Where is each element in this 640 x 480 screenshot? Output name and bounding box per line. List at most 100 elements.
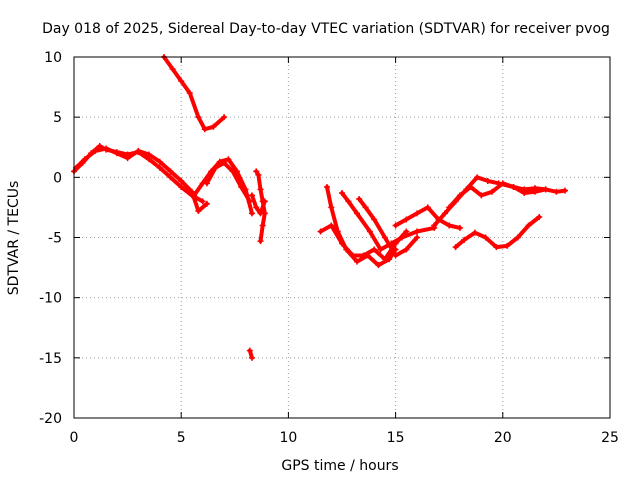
data-point (328, 222, 335, 229)
x-tick-label: 0 (70, 430, 79, 446)
data-point (248, 210, 255, 217)
series-arc-16 (452, 214, 543, 251)
data-point (531, 188, 538, 195)
data-point (92, 147, 99, 154)
data-point (199, 198, 206, 205)
data-point (392, 252, 399, 259)
data-point (525, 222, 532, 229)
data-point (489, 188, 496, 195)
data-point (246, 347, 253, 354)
data-point (474, 174, 481, 181)
data-point (514, 234, 521, 241)
series-arc-10 (323, 183, 399, 269)
data-point (261, 198, 268, 205)
series-arc-7 (248, 192, 268, 217)
data-point (377, 246, 384, 253)
data-point (339, 189, 345, 196)
x-tick-label: 5 (177, 430, 186, 446)
data-point (499, 180, 506, 187)
data-point (221, 159, 228, 166)
x-tick-label: 10 (279, 430, 297, 446)
data-point (362, 204, 369, 211)
data-point (113, 150, 120, 157)
x-axis-ticks: 0 5 10 15 20 25 (70, 57, 619, 446)
y-tick-label: 0 (53, 170, 62, 186)
y-tick-label: 10 (44, 50, 62, 66)
data-point (253, 204, 260, 211)
data-point (366, 228, 373, 235)
data-point (414, 210, 421, 217)
data-point (135, 147, 142, 154)
data-point (328, 204, 335, 211)
series-line (453, 215, 542, 250)
data-point (456, 192, 463, 199)
data-point (201, 126, 208, 133)
series-line (250, 193, 267, 216)
data-point (403, 246, 410, 253)
data-point (203, 180, 210, 187)
data-point (191, 192, 198, 199)
data-point (381, 234, 388, 241)
data-point (257, 186, 264, 193)
x-tick-label: 25 (601, 430, 619, 446)
series-arc-13 (392, 204, 463, 231)
series-arc-15 (446, 180, 549, 211)
data-point (553, 188, 560, 195)
series-line (204, 160, 252, 204)
data-point (424, 204, 431, 211)
data-point (195, 208, 202, 215)
data-point (343, 246, 350, 253)
data-point (253, 168, 260, 175)
data-point (156, 164, 163, 171)
data-point (167, 168, 174, 175)
data-point (195, 114, 202, 121)
data-point (471, 229, 478, 236)
data-point (167, 174, 174, 181)
data-point (186, 90, 193, 97)
data-point (414, 234, 421, 241)
y-tick-label: -5 (48, 231, 62, 247)
data-point (354, 210, 361, 217)
data-point (399, 234, 406, 241)
data-point (124, 155, 131, 162)
data-point (221, 114, 228, 121)
data-point (478, 192, 485, 199)
y-tick-label: -10 (39, 291, 62, 307)
data-point (403, 228, 410, 235)
data-point (203, 200, 210, 207)
data-point (178, 78, 185, 85)
y-tick-label: -15 (39, 351, 62, 367)
data-point (246, 198, 253, 205)
data-point (452, 244, 459, 251)
data-point (169, 66, 176, 73)
data-point (414, 228, 421, 235)
data-point (255, 171, 262, 178)
series-arc-12 (356, 195, 421, 259)
data-point (446, 204, 453, 211)
data-point (456, 224, 463, 231)
data-point (371, 216, 378, 223)
y-tick-label: -20 (39, 411, 62, 427)
data-point (510, 183, 517, 190)
data-point (188, 188, 195, 195)
data-point (103, 145, 110, 152)
data-point (356, 195, 363, 202)
data-point (81, 156, 88, 163)
data-point (493, 244, 500, 251)
data-point (431, 222, 438, 229)
y-axis-ticks: -20 -15 -10 -5 0 5 10 (39, 50, 610, 427)
data-point (146, 151, 153, 158)
data-point (461, 236, 468, 243)
data-point (504, 242, 511, 249)
series-layer (71, 54, 568, 361)
data-point (257, 210, 264, 217)
data-point (482, 234, 489, 241)
data-point (225, 156, 232, 163)
series-arc-3 (161, 54, 228, 133)
data-point (156, 158, 163, 165)
data-point (536, 214, 543, 221)
data-point (386, 256, 393, 263)
data-point (561, 187, 568, 194)
data-point (375, 262, 382, 269)
